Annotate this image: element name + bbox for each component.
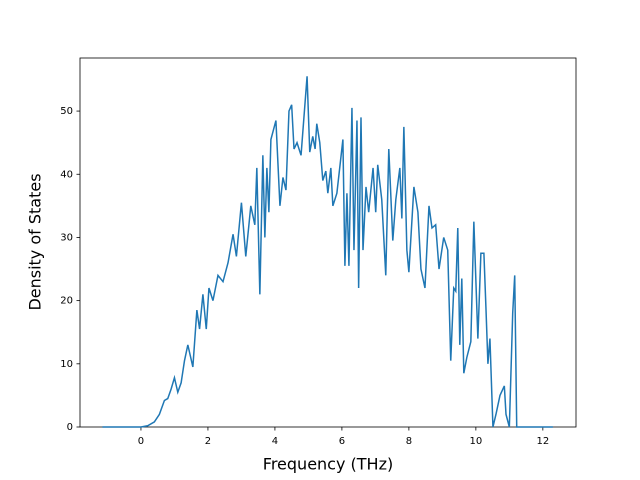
y-tick-label: 0	[67, 422, 73, 433]
x-tick-label: 10	[469, 436, 482, 447]
y-tick-label: 10	[60, 359, 73, 370]
y-tick-label: 30	[60, 232, 73, 243]
x-tick-label: 8	[406, 436, 412, 447]
y-tick-label: 40	[60, 169, 73, 180]
x-tick-label: 6	[339, 436, 345, 447]
data-line	[102, 76, 553, 428]
y-tick-label: 20	[60, 296, 73, 307]
plot-frame	[79, 57, 577, 428]
x-tick-label: 2	[205, 436, 211, 447]
x-tick-label: 12	[536, 436, 549, 447]
y-axis-title: Density of States	[26, 173, 45, 310]
y-tick-label: 50	[60, 106, 73, 117]
x-axis-title: Frequency (THz)	[263, 455, 393, 474]
x-tick-label: 0	[138, 436, 144, 447]
x-tick-label: 4	[272, 436, 278, 447]
